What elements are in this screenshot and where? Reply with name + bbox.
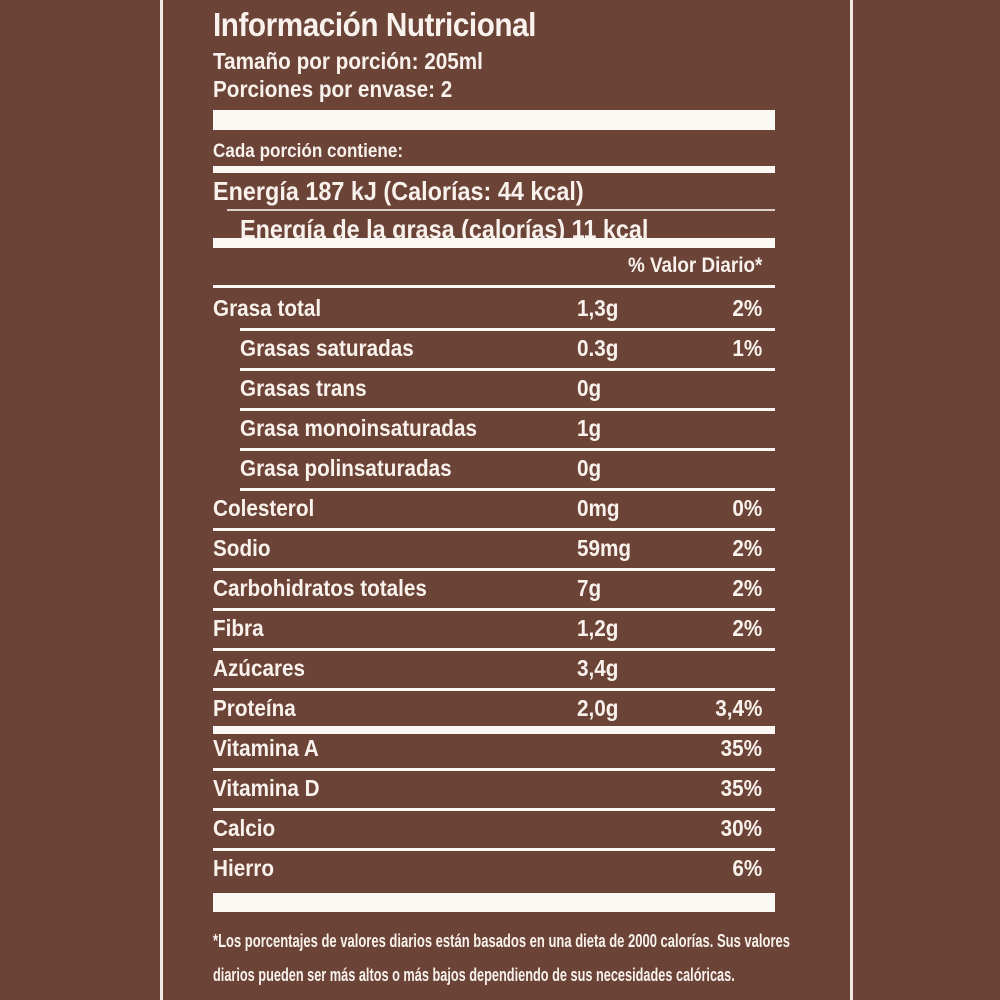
row-divider — [213, 768, 775, 771]
daily-value-footnote: *Los porcentajes de valores diarios está… — [213, 924, 1000, 992]
row-divider — [213, 648, 775, 651]
servings-per-container: Porciones por envase: 2 — [213, 76, 453, 102]
nutrient-daily-value: 2% — [732, 615, 762, 641]
row-divider — [213, 808, 775, 811]
nutrient-label: Colesterol — [213, 495, 315, 521]
row-divider — [213, 688, 775, 691]
nutrient-daily-value: 6% — [732, 855, 762, 881]
table-row-vitamina-d: Vitamina D 35% — [213, 768, 775, 808]
table-row-grasa-total: Grasa total 1,3g 2% — [213, 288, 775, 328]
nutrient-daily-value: 0% — [732, 495, 762, 521]
nutrient-value: 1,3g — [577, 295, 619, 321]
table-row-grasa-monoinsaturadas: Grasa monoinsaturadas 1g — [213, 408, 775, 448]
thick-divider-bar — [213, 726, 775, 734]
row-divider — [240, 448, 775, 451]
row-divider — [240, 488, 775, 491]
thick-divider-bar — [213, 110, 775, 130]
nutrient-label: Grasa monoinsaturadas — [240, 415, 477, 441]
table-row-carbohidratos: Carbohidratos totales 7g 2% — [213, 568, 775, 608]
nutrient-value: 2,0g — [577, 695, 619, 721]
nutrient-daily-value: 3,4% — [714, 695, 762, 721]
nutrient-daily-value: 2% — [732, 575, 762, 601]
nutrient-value: 3,4g — [577, 655, 619, 681]
energy-row: Energía 187 kJ (Calorías: 44 kcal) — [213, 176, 584, 206]
row-divider — [240, 328, 775, 331]
serving-size: Tamaño por porción: 205ml — [213, 48, 483, 74]
nutrient-value: 59mg — [577, 535, 632, 561]
table-row-proteina: Proteína 2,0g 3,4% — [213, 688, 775, 728]
footnote-line-1: *Los porcentajes de valores diarios está… — [213, 931, 790, 951]
table-row-grasas-saturadas: Grasas saturadas 0.3g 1% — [213, 328, 775, 368]
footnote-line-2: diarios pueden ser más altos o más bajos… — [213, 965, 735, 985]
nutrient-daily-value: 35% — [720, 735, 762, 761]
daily-value-header: % Valor Diario* — [627, 254, 762, 277]
nutrient-daily-value: 1% — [732, 335, 762, 361]
row-divider — [240, 368, 775, 371]
each-portion-contains-label: Cada porción contiene: — [213, 141, 404, 162]
nutrient-label: Vitamina A — [213, 735, 319, 761]
nutrient-label: Azúcares — [213, 655, 306, 681]
page-title-text: Información Nutricional — [213, 6, 536, 43]
header-rule — [213, 285, 775, 288]
nutrient-daily-value: 2% — [732, 535, 762, 561]
row-divider — [213, 608, 775, 611]
table-row-fibra: Fibra 1,2g 2% — [213, 608, 775, 648]
table-row-grasa-polinsaturadas: Grasa polinsaturadas 0g — [213, 448, 775, 488]
nutrient-label: Hierro — [213, 855, 274, 881]
nutrient-label: Grasas saturadas — [240, 335, 414, 361]
nutrient-value: 7g — [577, 575, 602, 601]
nutrient-label: Sodio — [213, 535, 271, 561]
nutrient-label: Vitamina D — [213, 775, 320, 801]
nutrient-label: Carbohidratos totales — [213, 575, 427, 601]
table-row-azucares: Azúcares 3,4g — [213, 648, 775, 688]
nutrient-label: Fibra — [213, 615, 264, 641]
nutrient-label: Grasa polinsaturadas — [240, 455, 452, 481]
nutrient-daily-value: 30% — [720, 815, 762, 841]
page-title: Información Nutricional — [213, 6, 572, 44]
table-row-sodio: Sodio 59mg 2% — [213, 528, 775, 568]
thick-divider-bar — [213, 893, 775, 912]
table-row-vitamina-a: Vitamina A 35% — [213, 728, 775, 768]
nutrient-label: Proteína — [213, 695, 296, 721]
row-divider — [240, 408, 775, 411]
nutrient-value: 0mg — [577, 495, 620, 521]
nutrient-daily-value: 2% — [732, 295, 762, 321]
nutrient-value: 0.3g — [577, 335, 619, 361]
nutrient-label: Grasas trans — [240, 375, 367, 401]
label-right-border-line — [850, 0, 853, 1000]
row-divider — [213, 528, 775, 531]
table-row-colesterol: Colesterol 0mg 0% — [213, 488, 775, 528]
table-row-calcio: Calcio 30% — [213, 808, 775, 848]
nutrient-label: Calcio — [213, 815, 276, 841]
nutrient-value: 0g — [577, 375, 602, 401]
nutrient-value: 1,2g — [577, 615, 619, 641]
nutrition-label: Información Nutricional Tamaño por porci… — [213, 0, 790, 1000]
nutrient-value: 1g — [577, 415, 602, 441]
nutrient-daily-value: 35% — [720, 775, 762, 801]
medium-divider-bar — [213, 166, 775, 173]
table-row-grasas-trans: Grasas trans 0g — [213, 368, 775, 408]
nutrient-label: Grasa total — [213, 295, 322, 321]
thick-divider-bar — [213, 238, 775, 248]
hairline-divider — [227, 209, 775, 211]
nutrient-value: 0g — [577, 455, 602, 481]
row-divider — [213, 568, 775, 571]
row-divider — [213, 848, 775, 851]
table-row-hierro: Hierro 6% — [213, 848, 775, 888]
label-left-border-line — [160, 0, 163, 1000]
